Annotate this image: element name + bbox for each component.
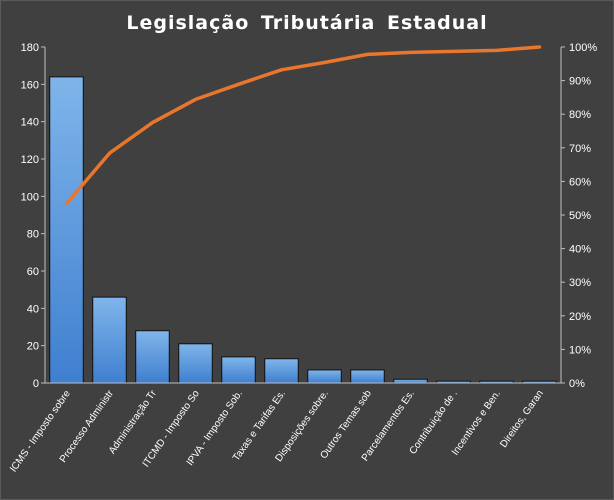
left-tick-label: 180 (21, 42, 39, 54)
left-tick-label: 20 (27, 341, 39, 353)
bar (178, 343, 213, 384)
right-tick-label: 70% (569, 143, 591, 155)
bar (393, 378, 428, 384)
left-tick-label: 60 (27, 266, 39, 278)
bar (350, 369, 385, 384)
axes (44, 47, 562, 384)
right-tick-label: 90% (569, 76, 591, 88)
right-tick-label: 50% (569, 210, 591, 222)
left-tick-label: 140 (21, 117, 39, 129)
bar (307, 369, 342, 384)
category-label: Incentivos e Ben. (450, 388, 503, 457)
right-tick-label: 0% (569, 378, 585, 390)
category-label: Direitos, Garan (498, 388, 546, 449)
left-tick-label: 120 (21, 154, 39, 166)
right-tick-label: 80% (569, 109, 591, 121)
right-tick-label: 10% (569, 344, 591, 356)
bar (135, 330, 170, 384)
chart-title: Legislação Tributária Estadual (126, 12, 487, 34)
right-axis-ticks: 0% 10% 20% 30% 40% 50% 60% 70% 80% 90% 100% (561, 42, 597, 390)
category-label: Contribuição de . (408, 388, 460, 456)
bar-series (49, 76, 557, 384)
left-tick-label: 80 (27, 229, 39, 241)
right-tick-label: 60% (569, 176, 591, 188)
cumulative-line (64, 45, 542, 206)
right-tick-label: 100% (569, 42, 597, 54)
left-tick-label: 0 (33, 378, 39, 390)
bar (92, 296, 127, 384)
cumulative-line-series (64, 45, 542, 206)
left-tick-label: 160 (21, 79, 39, 91)
left-tick-label: 100 (21, 191, 39, 203)
left-tick-label: 40 (27, 303, 39, 315)
bar (221, 356, 256, 384)
bar (264, 358, 299, 384)
right-tick-label: 30% (569, 277, 591, 289)
right-tick-label: 40% (569, 244, 591, 256)
right-tick-label: 20% (569, 311, 591, 323)
left-axis-ticks: 0 20 40 60 80 100 120 140 160 180 (21, 42, 45, 390)
bar (49, 76, 84, 384)
